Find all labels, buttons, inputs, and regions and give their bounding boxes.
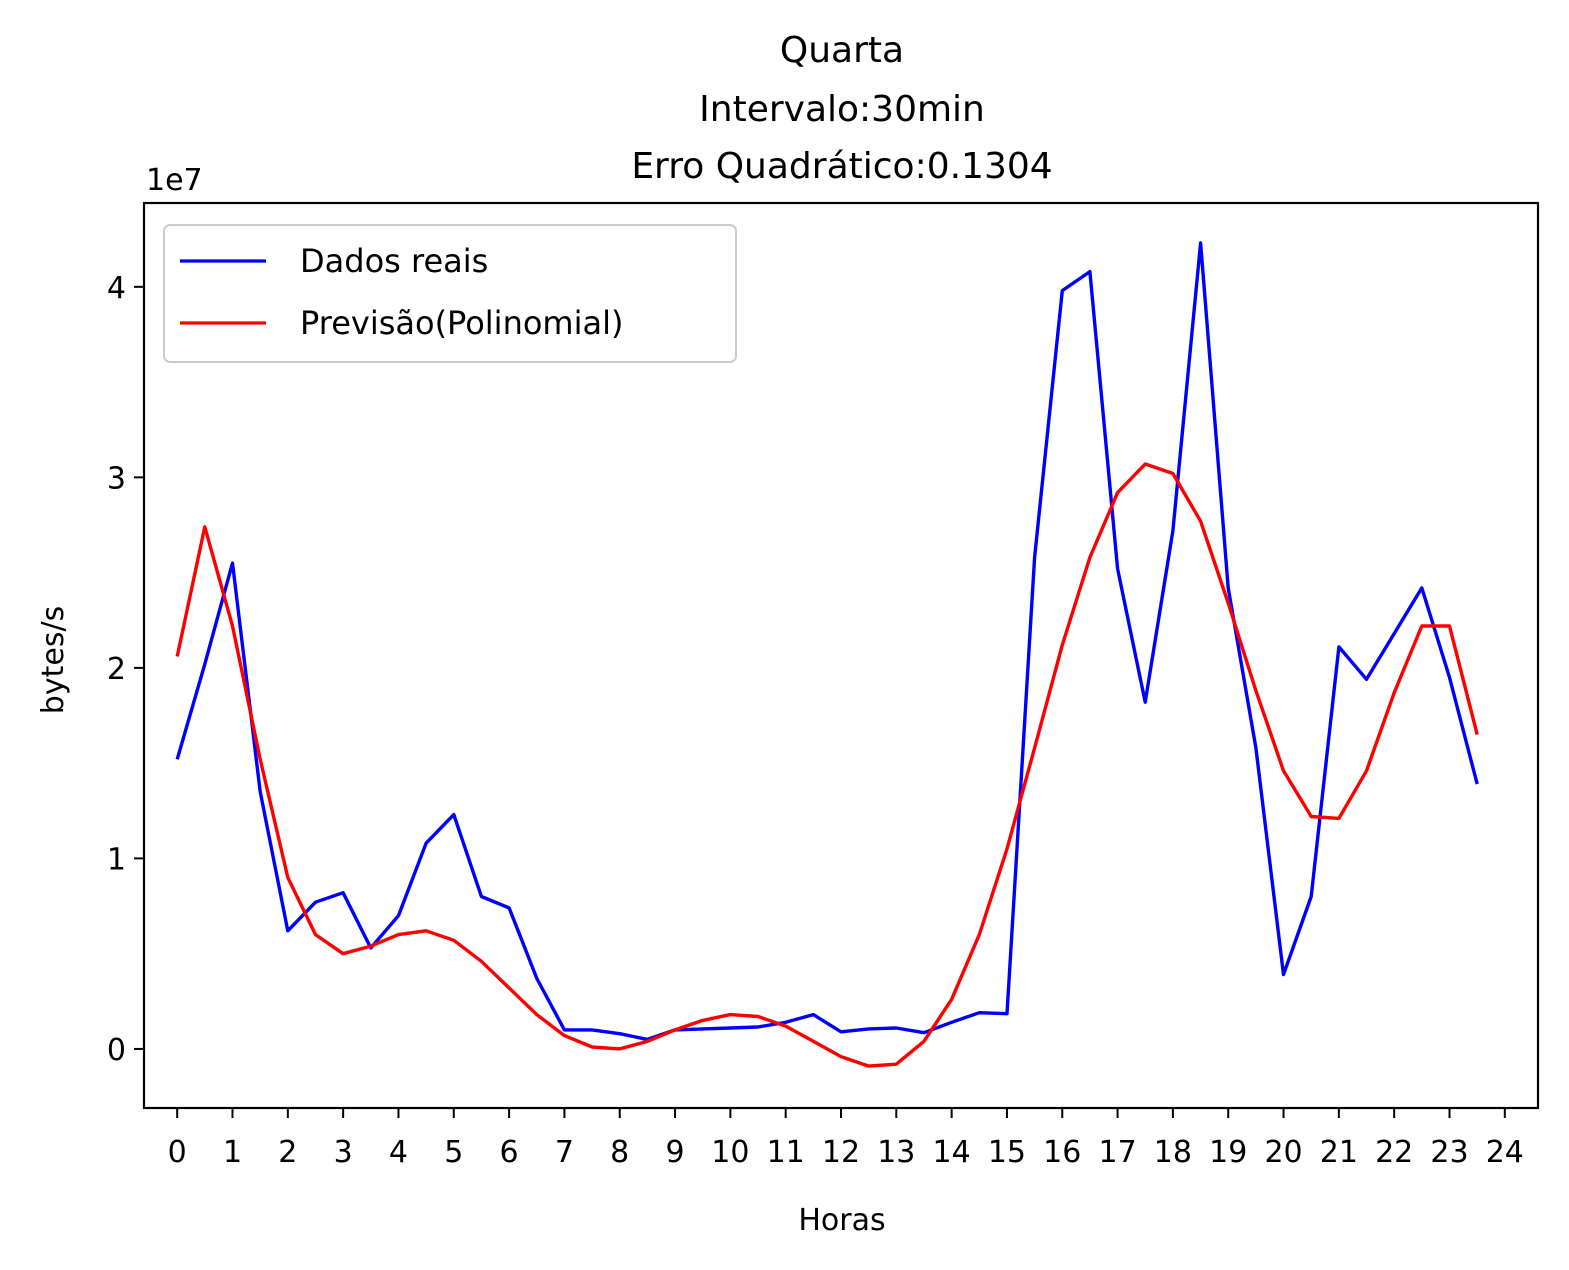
x-tick-label: 16 — [1043, 1135, 1081, 1170]
x-tick-label: 13 — [877, 1135, 915, 1170]
legend-label-previsao: Previsão(Polinomial) — [300, 304, 623, 342]
y-tick-label: 4 — [107, 271, 126, 306]
x-tick-label: 20 — [1264, 1135, 1302, 1170]
series-line-dados-reais — [175, 241, 1479, 1042]
y-tick-label: 0 — [107, 1033, 126, 1068]
x-tick-label: 17 — [1098, 1135, 1136, 1170]
x-tick-label: 22 — [1375, 1135, 1413, 1170]
x-tick-label: 8 — [610, 1135, 629, 1170]
x-tick-label: 19 — [1209, 1135, 1247, 1170]
x-tick-label: 21 — [1320, 1135, 1358, 1170]
x-tick-label: 2 — [278, 1135, 297, 1170]
x-tick-label: 6 — [500, 1135, 519, 1170]
legend-box — [163, 224, 737, 363]
x-tick-label: 9 — [666, 1135, 685, 1170]
x-tick-label: 11 — [767, 1135, 805, 1170]
x-tick-label: 23 — [1430, 1135, 1468, 1170]
series-line-previsao — [175, 462, 1479, 1068]
chart-title: Quarta Intervalo:30min Erro Quadrático:0… — [631, 30, 1052, 187]
y-tick-label: 2 — [107, 652, 126, 687]
legend: Dados reais Previsão(Polinomial) — [163, 224, 737, 363]
title-line-2: Intervalo:30min — [699, 89, 985, 130]
x-tick-label: 4 — [389, 1135, 408, 1170]
y-tick-label: 1 — [107, 842, 126, 877]
title-line-3: Erro Quadrático:0.1304 — [631, 146, 1052, 187]
legend-label-dados-reais: Dados reais — [300, 242, 488, 280]
x-tick-label: 24 — [1486, 1135, 1524, 1170]
y-ticks: 0 1 2 3 4 — [107, 271, 144, 1068]
x-tick-label: 5 — [444, 1135, 463, 1170]
x-tick-label: 0 — [168, 1135, 187, 1170]
x-tick-label: 14 — [933, 1135, 971, 1170]
plot-frame — [142, 201, 1540, 1110]
x-tick-label: 3 — [334, 1135, 353, 1170]
series-layer — [175, 241, 1479, 1068]
x-tick-label: 15 — [988, 1135, 1026, 1170]
x-tick-label: 18 — [1154, 1135, 1192, 1170]
x-axis-label: Horas — [798, 1203, 885, 1238]
x-tick-label: 12 — [822, 1135, 860, 1170]
x-tick-label: 1 — [223, 1135, 242, 1170]
x-tick-label: 10 — [711, 1135, 749, 1170]
y-tick-label: 3 — [107, 461, 126, 496]
y-axis-label: bytes/s — [36, 606, 71, 714]
y-offset-label: 1e7 — [146, 163, 203, 198]
x-ticks: 0 1 2 3 4 5 6 7 8 9 10 11 12 13 14 15 16 17 18 19 20 21 22 23 24 — [168, 1108, 1524, 1170]
title-line-1: Quarta — [780, 30, 904, 71]
x-tick-label: 7 — [555, 1135, 574, 1170]
